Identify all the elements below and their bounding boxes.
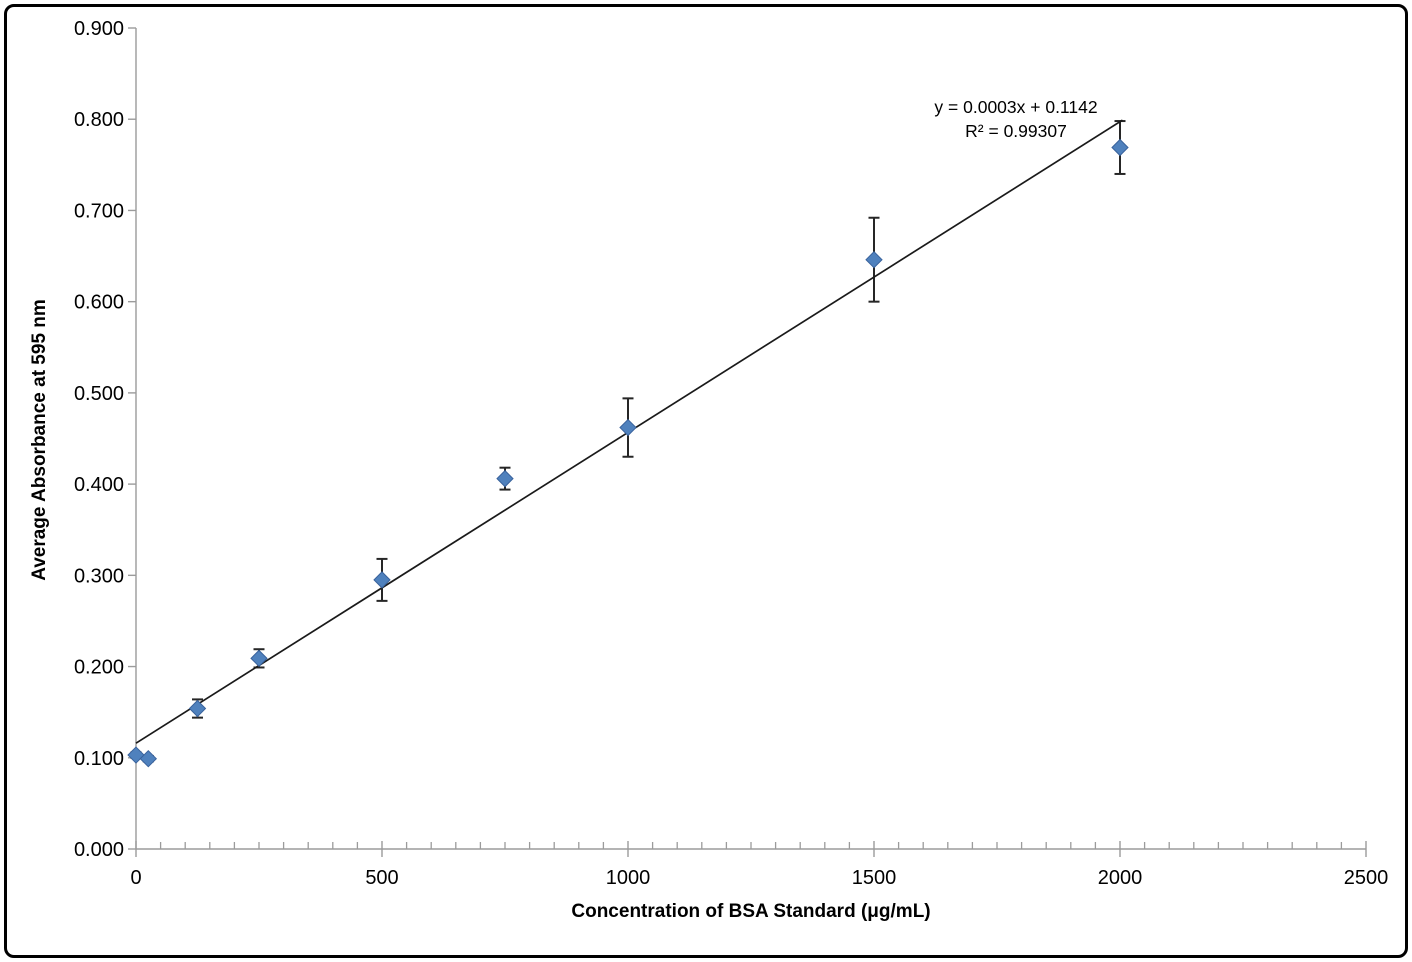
y-tick-label: 0.500 [74,383,124,405]
x-axis-minor-ticks [159,842,1343,849]
y-tick-label: 0.900 [74,18,124,40]
y-tick-label: 0.000 [74,839,124,861]
y-tick-label: 0.400 [74,474,124,496]
data-point-markers [127,138,1129,768]
y-tick-label: 0.100 [74,748,124,770]
x-axis-title: Concentration of BSA Standard (μg/mL) [571,901,931,922]
error-bars [130,120,1126,763]
x-tick-label: 500 [365,867,398,889]
y-tick-label: 0.300 [74,565,124,587]
data-point-marker [250,649,268,668]
data-point-marker [619,418,637,437]
y-axis-tick-labels: 0.000 0.100 0.200 0.300 0.400 0.500 0.600 0.700… [74,18,124,861]
equation-text: y = 0.0003x + 0.1142 [934,97,1098,117]
data-point-marker [496,469,514,488]
data-point-marker [865,250,883,269]
y-tick-label: 0.800 [74,109,124,131]
x-tick-label: 1000 [606,867,651,889]
x-axis-tick-labels: 0 500 1000 1500 2000 2500 [130,867,1388,889]
r-squared-text: R² = 0.99307 [965,121,1067,141]
x-tick-label: 2500 [1344,867,1389,889]
y-tick-label: 0.600 [74,292,124,314]
trendline-equation: y = 0.0003x + 0.1142 R² = 0.99307 [928,95,1104,143]
x-tick-label: 0 [130,867,141,889]
data-point-marker [188,699,207,718]
y-tick-label: 0.700 [74,200,124,222]
x-tick-label: 1500 [852,867,897,889]
data-point-marker [139,749,158,768]
data-point-marker [373,571,391,589]
y-axis-ticks [128,27,136,850]
x-tick-label: 2000 [1098,867,1143,889]
data-point-marker [1111,138,1129,157]
y-tick-label: 0.200 [74,657,124,679]
y-axis-title: Average Absorbance at 595 nm [29,299,50,581]
